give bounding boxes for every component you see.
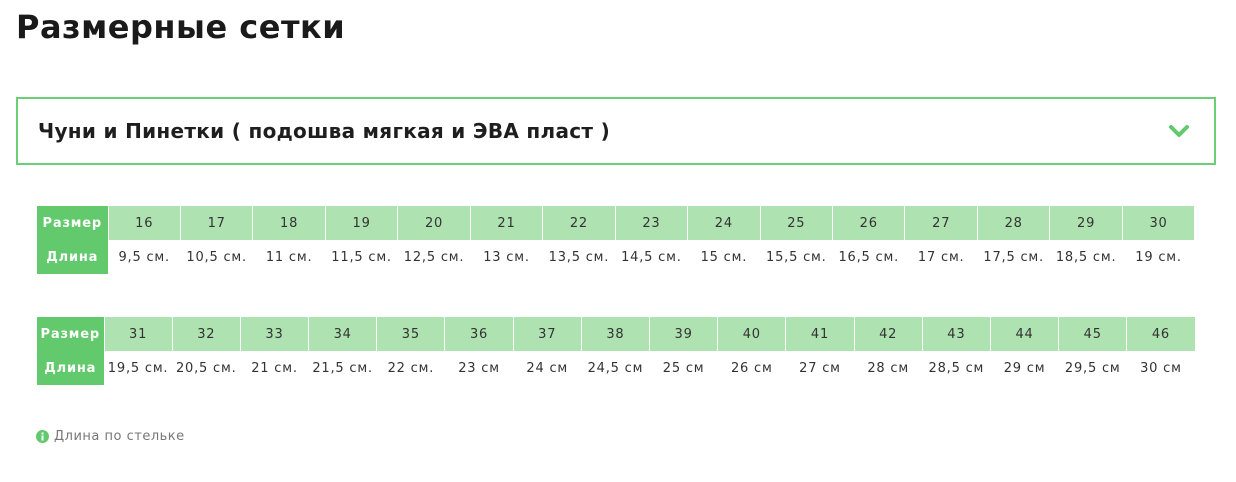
table-cell: 19,5 см. [104,351,173,385]
table-cell: 28 [977,206,1051,240]
table-cell: 24,5 см [581,351,651,385]
table-row: Длина 19,5 см. 20,5 см. 21 см. 21,5 см. 22 см… [37,351,1196,385]
table-cell: 17,5 см. [977,240,1051,274]
table-cell: 15 см. [687,240,761,274]
table-cell: 38 [581,317,651,351]
table-cell: 24 [687,206,761,240]
table-cell: 21 см. [240,351,310,385]
size-table: Размер 16 17 18 19 20 21 22 23 24 25 26 27 28 29 30 Длин… [37,206,1196,274]
table-cell: 28,5 см [922,351,991,385]
table-cell: 22 см. [376,351,446,385]
table-cell: 31 [104,317,173,351]
table-cell: 21 [470,206,544,240]
table-cell: 35 [376,317,446,351]
table-cell: 25 [760,206,834,240]
table-cell: 44 [990,317,1060,351]
table-row: Длина 9,5 см. 10,5 см. 11 см. 11,5 см. 12,5 с… [37,240,1196,274]
table-cell: 20,5 см. [172,351,241,385]
table-cell: 30 см [1126,351,1196,385]
table-row: Размер 31 32 33 34 35 36 37 38 39 40 41 42 43 44 45 46 [37,317,1196,351]
table-cell: 23 [615,206,689,240]
row-label: Длина [37,351,105,385]
row-label: Длина [37,240,109,274]
table-cell: 23 см [444,351,514,385]
table-cell: 19 [325,206,399,240]
row-label: Размер [37,206,109,240]
table-cell: 15,5 см. [760,240,834,274]
accordion-title: Чуни и Пинетки ( подошва мягкая и ЭВА пл… [38,119,611,143]
row-label: Размер [37,317,105,351]
table-cell: 21,5 см. [308,351,378,385]
note-text: Длина по стельке [54,429,185,444]
table-cell: 40 [717,317,787,351]
table-cell: 16 [108,206,181,240]
table-cell: 20 [397,206,471,240]
page-title: Размерные сетки [16,8,346,46]
table-cell: 27 см [785,351,855,385]
chevron-icon [1169,125,1189,137]
table-cell: 37 [513,317,582,351]
table-cell: 12,5 см. [397,240,471,274]
size-table: Размер 31 32 33 34 35 36 37 38 39 40 41 42 43 44 45 46 Дл… [37,317,1196,385]
table-cell: 29 [1049,206,1123,240]
table-cell: 22 [542,206,616,240]
table-cell: 39 [649,317,719,351]
table-cell: 11,5 см. [325,240,399,274]
table-cell: 30 [1122,206,1196,240]
accordion[interactable]: Чуни и Пинетки ( подошва мягкая и ЭВА пл… [16,97,1216,165]
table-cell: 42 [854,317,923,351]
table-cell: 41 [785,317,855,351]
table-cell: 18,5 см. [1049,240,1123,274]
table-cell: 14,5 см. [615,240,689,274]
table-cell: 32 [172,317,241,351]
table-cell: 17 см. [904,240,978,274]
table-cell: 11 см. [252,240,326,274]
table-cell: 19 см. [1122,240,1196,274]
info-icon [36,430,49,443]
table-cell: 9,5 см. [108,240,181,274]
table-cell: 43 [922,317,991,351]
table-cell: 27 [904,206,978,240]
table-cell: 16,5 см. [832,240,906,274]
table-cell: 29,5 см [1058,351,1128,385]
table-cell: 29 см [990,351,1060,385]
table-cell: 18 [252,206,326,240]
table-cell: 46 [1126,317,1196,351]
table-cell: 10,5 см. [180,240,254,274]
table-cell: 24 см [513,351,582,385]
table-cell: 17 [180,206,254,240]
table-cell: 33 [240,317,310,351]
table-row: Размер 16 17 18 19 20 21 22 23 24 25 26 27 28 29 30 [37,206,1196,240]
note: Длина по стельке [36,429,185,444]
table-cell: 26 см [717,351,787,385]
table-cell: 26 [832,206,906,240]
table-cell: 13 см. [470,240,544,274]
table-cell: 28 см [854,351,923,385]
table-cell: 45 [1058,317,1128,351]
table-cell: 34 [308,317,378,351]
table-cell: 25 см [649,351,719,385]
table-cell: 36 [444,317,514,351]
table-cell: 13,5 см. [542,240,616,274]
